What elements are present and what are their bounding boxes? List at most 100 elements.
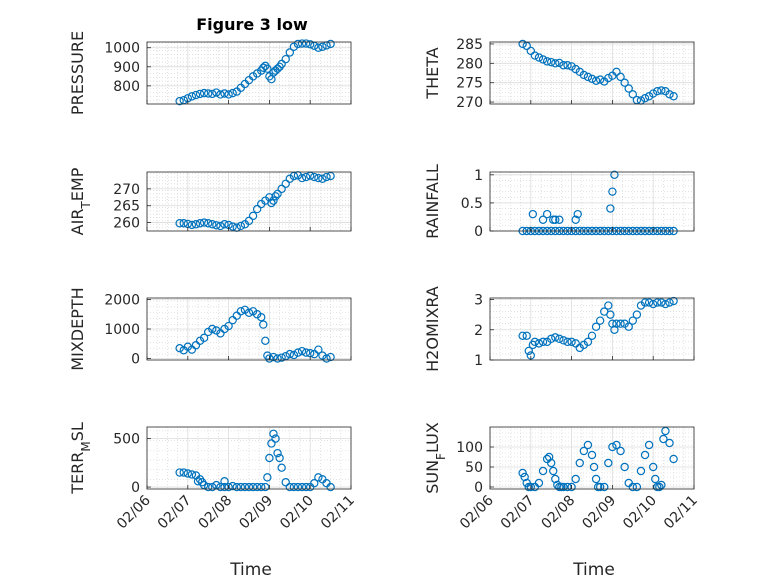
- y-tick-label: 0: [131, 480, 140, 496]
- data-point: [257, 482, 266, 492]
- data-point: [651, 474, 660, 484]
- y-axis-label-sub: F: [434, 453, 448, 460]
- data-point: [314, 173, 323, 183]
- data-point: [542, 57, 552, 66]
- data-point: [583, 72, 593, 82]
- data-point: [175, 468, 184, 477]
- axes-box: [146, 171, 352, 232]
- data-point: [616, 319, 625, 328]
- x-tick-label: 02/06: [457, 492, 497, 532]
- data-point: [632, 482, 642, 492]
- data-point: [265, 453, 274, 463]
- data-point: [220, 220, 229, 229]
- data-point: [589, 462, 599, 472]
- data-point: [175, 96, 184, 106]
- data-point: [624, 84, 633, 93]
- subplot-sunflux: 0 50 100 02/06 02/07 02/08 02/09 02/10 02/11 SUNF…: [423, 422, 701, 532]
- y-tick-label: 285: [456, 37, 483, 53]
- data-point: [604, 73, 613, 83]
- data-point: [669, 92, 678, 101]
- data-point: [277, 59, 286, 69]
- data-point: [669, 454, 678, 464]
- data-point: [559, 336, 568, 345]
- data-point: [583, 337, 593, 347]
- data-point: [263, 473, 272, 482]
- series-h2omixra: [518, 296, 678, 360]
- data-point: [273, 64, 282, 73]
- data-point: [538, 215, 548, 224]
- data-point: [277, 184, 286, 194]
- data-point: [314, 345, 323, 354]
- data-point: [293, 39, 303, 49]
- subplot-pressure: 800 900 1000 PRESSURE: [68, 31, 352, 115]
- data-point: [203, 89, 213, 98]
- y-axis-label-sub: T: [79, 201, 93, 210]
- data-point: [644, 298, 654, 307]
- data-point: [640, 450, 650, 460]
- data-point: [285, 349, 294, 359]
- data-point: [175, 343, 184, 353]
- data-point: [534, 53, 544, 62]
- data-point: [314, 473, 323, 482]
- data-point: [583, 440, 593, 450]
- y-axis-label-main: MIXDEPTH: [68, 287, 87, 370]
- data-point: [285, 48, 294, 57]
- data-point: [175, 219, 184, 228]
- data-point: [526, 46, 536, 56]
- data-point: [273, 354, 282, 363]
- data-point: [655, 482, 664, 492]
- axes-box: [489, 426, 695, 490]
- series-mixdepth: [175, 305, 335, 363]
- plot-area: [490, 172, 694, 231]
- data-point: [267, 198, 276, 208]
- data-point: [228, 222, 237, 231]
- data-point: [665, 90, 674, 99]
- data-point: [595, 75, 605, 84]
- data-point: [551, 333, 560, 342]
- data-point: [665, 298, 674, 307]
- data-point: [195, 219, 205, 228]
- axes-box: [489, 171, 695, 232]
- x-tick-label: 02/11: [661, 493, 701, 533]
- data-point: [632, 310, 642, 319]
- data-point: [265, 354, 274, 363]
- data-point: [657, 298, 666, 307]
- data-point: [220, 482, 229, 492]
- series-terrmsl: [175, 429, 335, 492]
- data-point: [326, 482, 335, 492]
- data-point: [538, 337, 548, 347]
- data-point: [628, 90, 638, 99]
- x-tick-label: 02/11: [318, 493, 358, 533]
- data-point: [187, 470, 197, 479]
- data-point: [649, 89, 658, 98]
- data-point: [326, 352, 335, 362]
- y-tick-label: 500: [113, 432, 140, 448]
- data-point: [289, 171, 299, 181]
- data-point: [297, 482, 307, 492]
- data-point: [520, 472, 529, 482]
- data-point: [518, 468, 527, 478]
- data-point: [563, 337, 572, 347]
- data-point: [628, 482, 638, 492]
- data-point: [285, 482, 294, 492]
- data-point: [544, 452, 554, 462]
- data-point: [571, 215, 580, 224]
- data-point: [547, 57, 556, 67]
- data-point: [326, 171, 335, 181]
- data-point: [653, 298, 662, 307]
- data-point: [534, 339, 544, 348]
- data-point: [277, 463, 286, 472]
- data-point: [293, 348, 303, 357]
- y-axis-label-main: PRESSURE: [68, 31, 87, 115]
- y-tick-label: 1: [474, 168, 483, 184]
- series-theta: [518, 39, 678, 105]
- data-point: [208, 220, 217, 229]
- series-airtemp: [175, 171, 335, 232]
- y-axis-label-main: H2OMIXRA: [423, 286, 442, 372]
- data-point: [644, 440, 654, 450]
- data-point: [197, 478, 207, 487]
- data-point: [199, 88, 209, 98]
- y-tick-label: 260: [113, 216, 140, 232]
- data-point: [604, 301, 613, 310]
- y-tick-label: 1000: [104, 322, 140, 338]
